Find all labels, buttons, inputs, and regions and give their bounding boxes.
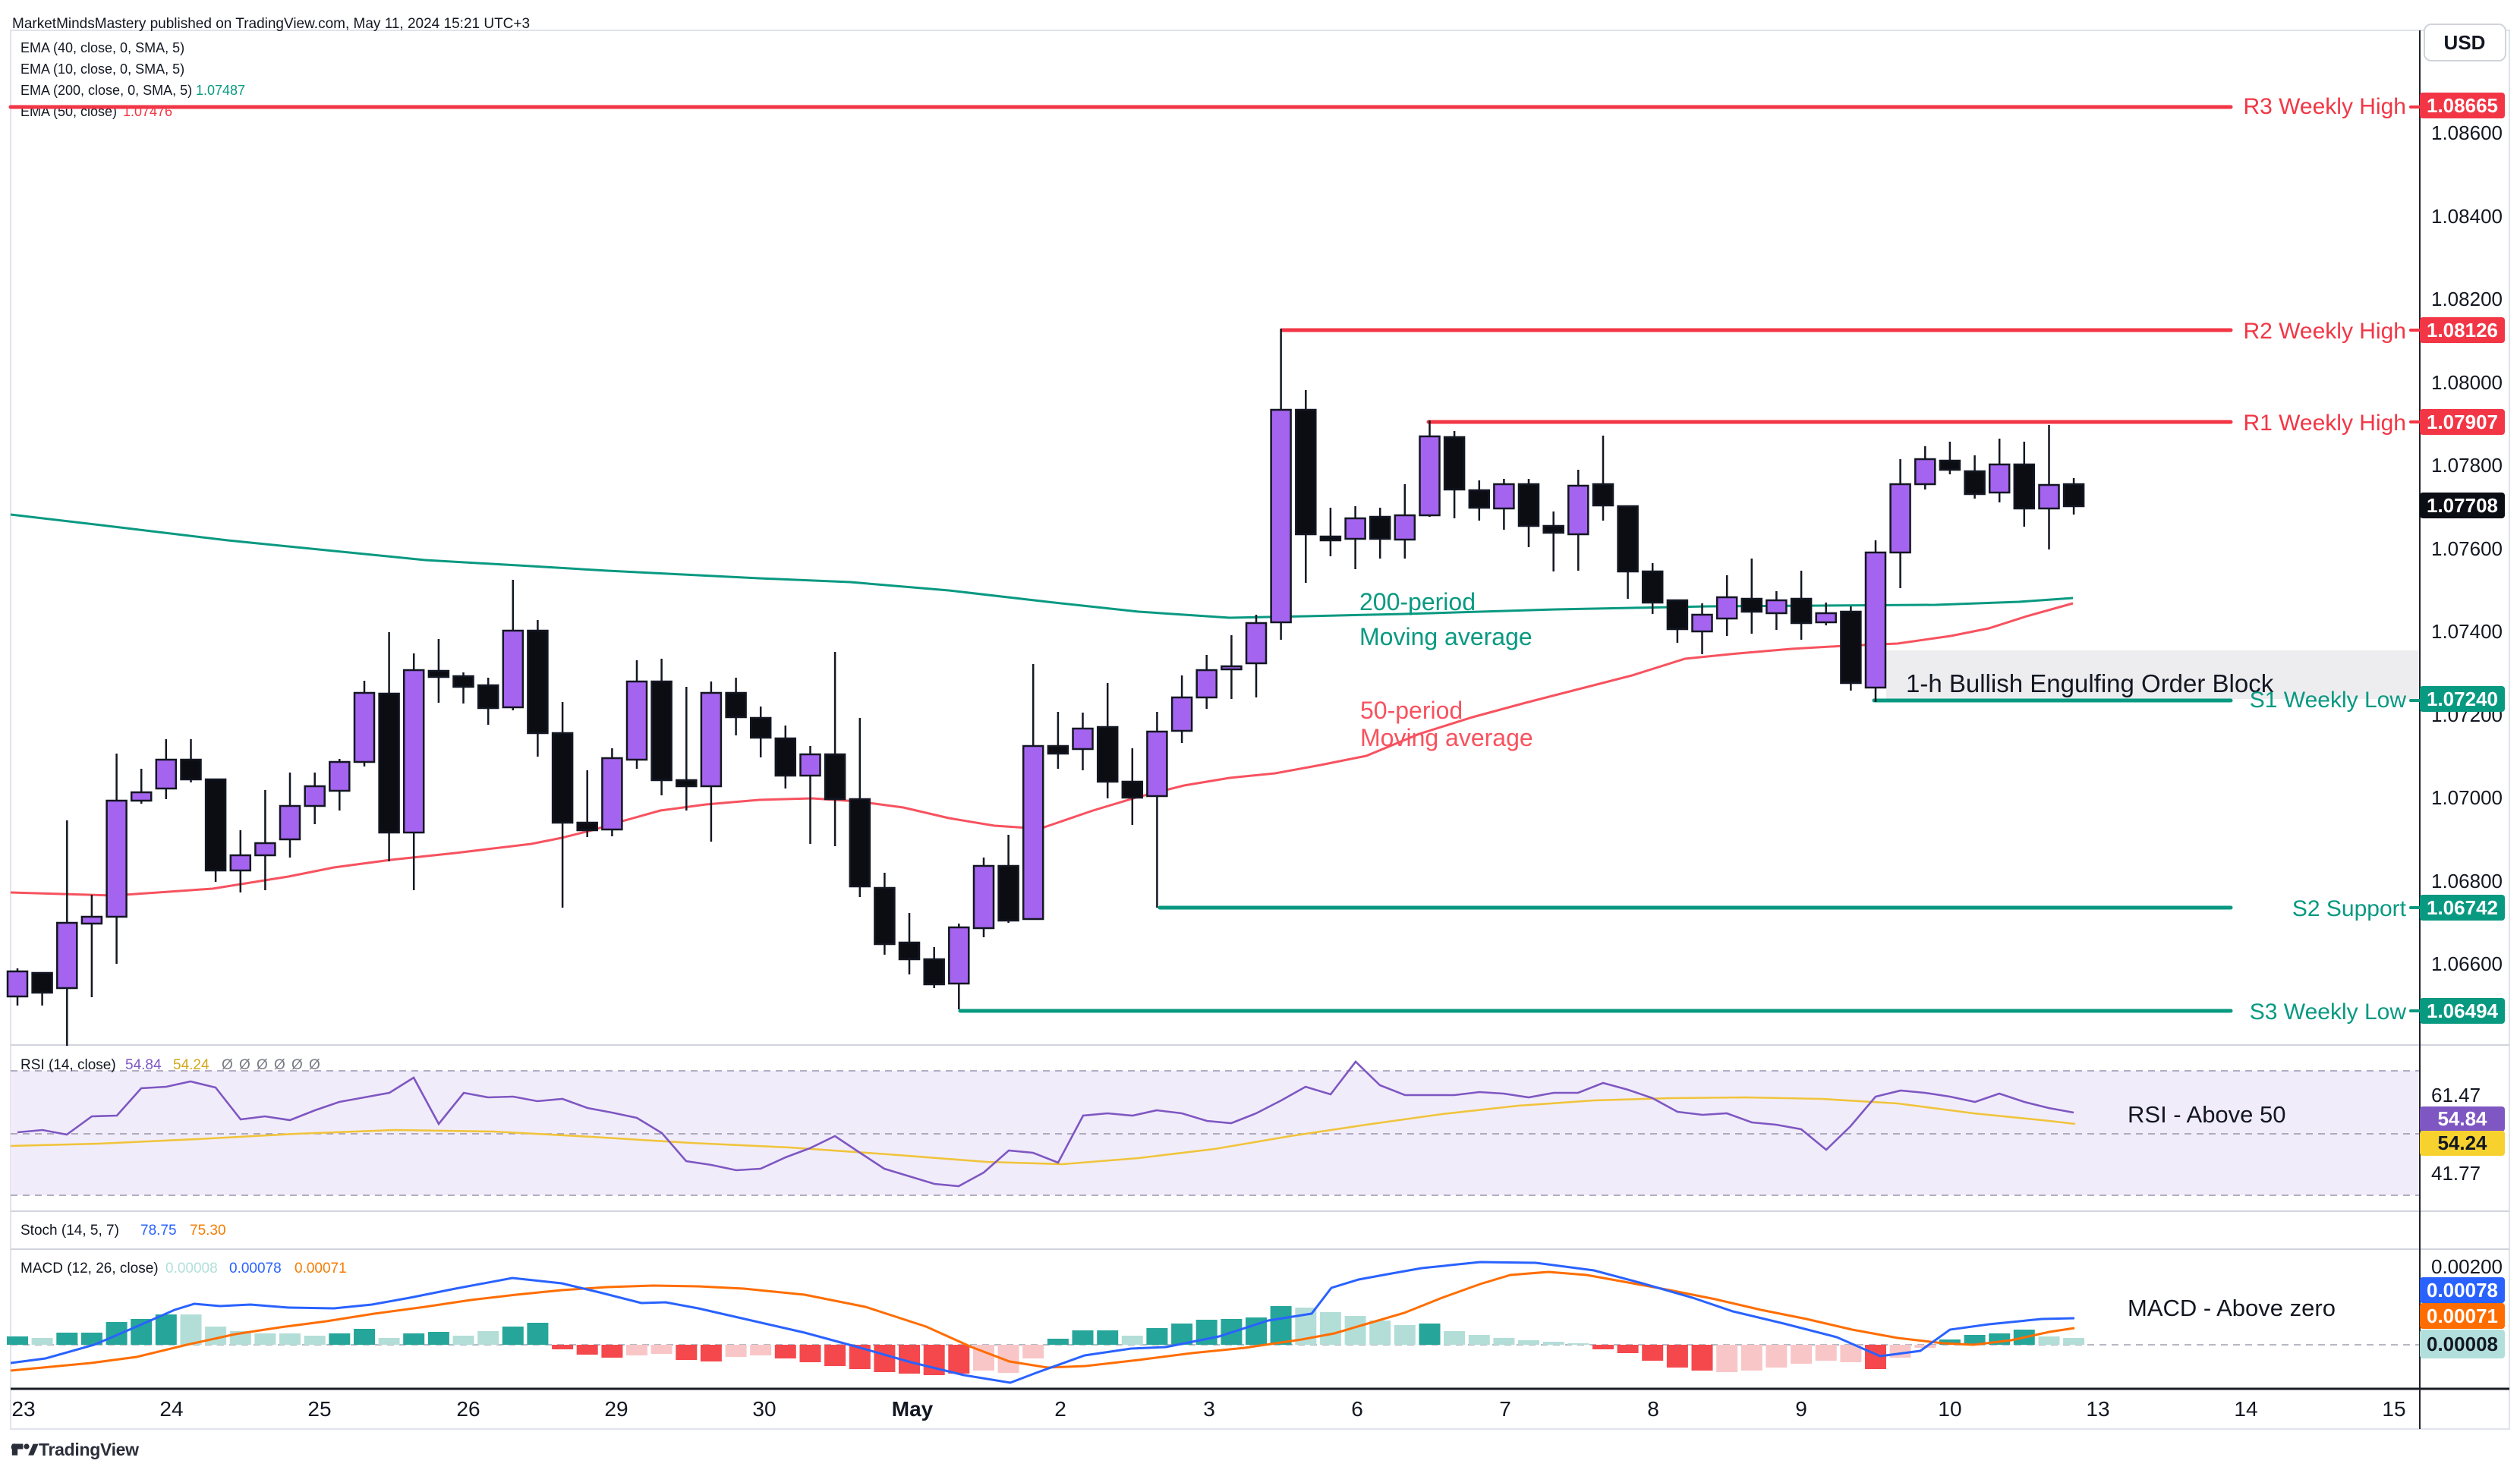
svg-text:0.00071: 0.00071: [2427, 1305, 2498, 1327]
svg-text:Ø: Ø: [222, 1057, 233, 1073]
svg-text:2: 2: [1054, 1397, 1066, 1421]
svg-text:1-h Bullish Engulfing Order Bl: 1-h Bullish Engulfing Order Block: [1906, 669, 2274, 697]
svg-text:EMA (200, close, 0, SMA, 5): EMA (200, close, 0, SMA, 5): [20, 83, 192, 98]
svg-text:50-period: 50-period: [1360, 697, 1463, 724]
svg-text:1.07400: 1.07400: [2431, 620, 2503, 643]
svg-text:9: 9: [1795, 1397, 1807, 1421]
svg-text:Moving average: Moving average: [1359, 623, 1532, 650]
svg-text:S2 Support: S2 Support: [2292, 896, 2407, 921]
svg-text:USD: USD: [2444, 31, 2486, 54]
svg-text:0.00071: 0.00071: [295, 1261, 347, 1276]
svg-text:Moving average: Moving average: [1360, 724, 1533, 751]
svg-text:1.06742: 1.06742: [2427, 896, 2498, 919]
svg-text:6: 6: [1351, 1397, 1363, 1421]
svg-text:0.00008: 0.00008: [165, 1261, 218, 1276]
svg-text:29: 29: [604, 1397, 628, 1421]
svg-text:10: 10: [1938, 1397, 1961, 1421]
svg-text:30: 30: [752, 1397, 776, 1421]
svg-text:61.47: 61.47: [2431, 1084, 2481, 1106]
svg-text:1.08000: 1.08000: [2431, 371, 2503, 394]
svg-text:24: 24: [159, 1397, 183, 1421]
svg-text:1.07487: 1.07487: [196, 83, 245, 98]
svg-text:R3 Weekly High: R3 Weekly High: [2243, 94, 2406, 119]
svg-text:EMA (10, close, 0, SMA, 5): EMA (10, close, 0, SMA, 5): [20, 61, 184, 77]
svg-text:Ø: Ø: [257, 1057, 268, 1073]
svg-text:Stoch (14, 5, 7): Stoch (14, 5, 7): [20, 1223, 119, 1239]
svg-text:Ø: Ø: [274, 1057, 285, 1073]
svg-text:1.06800: 1.06800: [2431, 870, 2503, 892]
svg-text:TradingView: TradingView: [39, 1440, 139, 1459]
svg-text:1.08126: 1.08126: [2427, 319, 2498, 342]
svg-text:0.00200: 0.00200: [2431, 1255, 2503, 1278]
svg-text:RSI - Above 50: RSI - Above 50: [2128, 1101, 2286, 1128]
svg-text:54.84: 54.84: [2437, 1107, 2487, 1130]
svg-text:R2 Weekly High: R2 Weekly High: [2243, 319, 2406, 344]
svg-text:54.24: 54.24: [2437, 1132, 2487, 1154]
svg-text:1.07600: 1.07600: [2431, 537, 2503, 560]
svg-text:7: 7: [1499, 1397, 1511, 1421]
svg-text:14: 14: [2234, 1397, 2257, 1421]
svg-text:1.07708: 1.07708: [2427, 494, 2498, 517]
svg-text:15: 15: [2382, 1397, 2405, 1421]
svg-text:1.07000: 1.07000: [2431, 786, 2503, 809]
svg-text:MarketMindsMastery published o: MarketMindsMastery published on TradingV…: [12, 16, 530, 32]
svg-text:S1 Weekly Low: S1 Weekly Low: [2250, 688, 2407, 713]
svg-text:0.00008: 0.00008: [2427, 1333, 2498, 1355]
svg-text:1.08400: 1.08400: [2431, 205, 2503, 228]
svg-text:200-period: 200-period: [1359, 588, 1476, 615]
svg-text:R1 Weekly High: R1 Weekly High: [2243, 411, 2406, 436]
svg-text:RSI (14, close): RSI (14, close): [20, 1057, 116, 1073]
svg-text:1.08665: 1.08665: [2427, 94, 2498, 117]
svg-text:75.30: 75.30: [190, 1223, 226, 1239]
svg-text:S3 Weekly Low: S3 Weekly Low: [2250, 999, 2407, 1025]
svg-text:41.77: 41.77: [2431, 1162, 2481, 1185]
svg-text:23: 23: [11, 1397, 35, 1421]
svg-text:54.24: 54.24: [173, 1057, 209, 1073]
svg-text:MACD - Above zero: MACD - Above zero: [2128, 1295, 2336, 1321]
svg-text:8: 8: [1647, 1397, 1659, 1421]
svg-text:26: 26: [456, 1397, 480, 1421]
svg-text:25: 25: [307, 1397, 331, 1421]
svg-text:May: May: [892, 1397, 934, 1421]
svg-text:1.07240: 1.07240: [2427, 688, 2498, 710]
svg-text:1.07907: 1.07907: [2427, 411, 2498, 433]
svg-text:Ø: Ø: [291, 1057, 303, 1073]
svg-text:0.00078: 0.00078: [229, 1261, 282, 1276]
svg-text:13: 13: [2086, 1397, 2109, 1421]
svg-text:1.06600: 1.06600: [2431, 952, 2503, 975]
svg-text:Ø: Ø: [239, 1057, 250, 1073]
svg-text:MACD (12, 26, close): MACD (12, 26, close): [20, 1261, 159, 1276]
svg-text:54.84: 54.84: [125, 1057, 162, 1073]
svg-text:3: 3: [1203, 1397, 1215, 1421]
svg-text:1.06494: 1.06494: [2427, 999, 2499, 1022]
svg-text:78.75: 78.75: [140, 1223, 177, 1239]
svg-text:1.07800: 1.07800: [2431, 454, 2503, 477]
svg-text:0.00078: 0.00078: [2427, 1279, 2498, 1302]
svg-text:Ø: Ø: [309, 1057, 320, 1073]
svg-text:1.08600: 1.08600: [2431, 121, 2503, 144]
svg-text:1.08200: 1.08200: [2431, 288, 2503, 310]
svg-text:EMA (40, close, 0, SMA, 5): EMA (40, close, 0, SMA, 5): [20, 40, 184, 55]
